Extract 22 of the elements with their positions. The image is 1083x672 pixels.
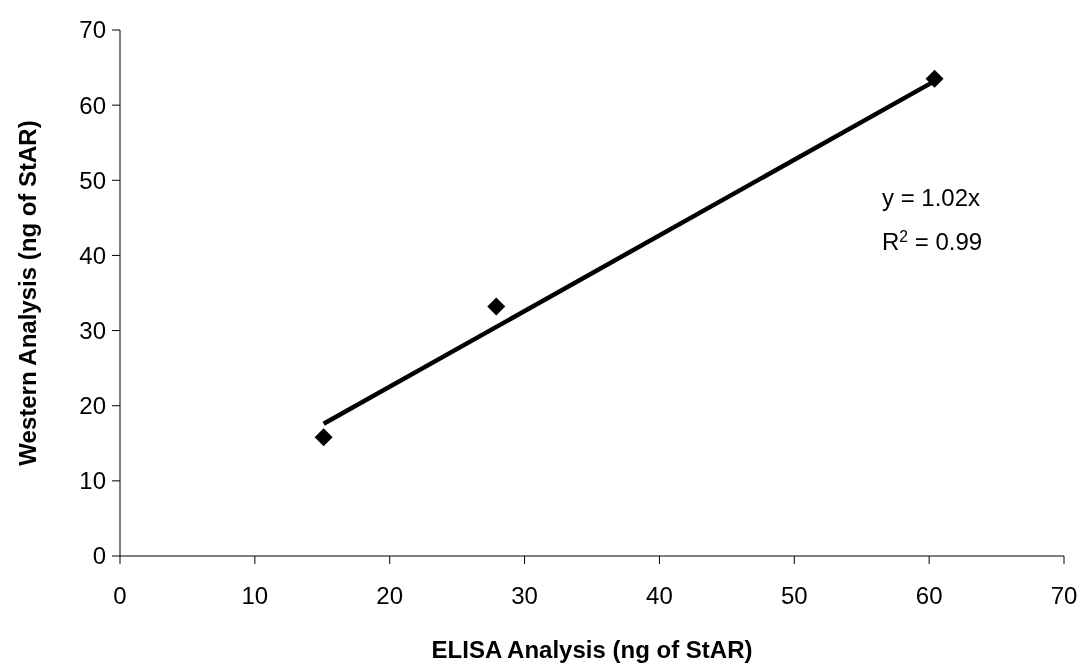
y-tick-label: 60 <box>79 91 106 119</box>
y-tick-label: 20 <box>79 392 106 420</box>
x-tick-label: 20 <box>376 582 404 609</box>
y-axis-title: Western Analysis (ng of StAR) <box>14 120 41 466</box>
point <box>314 428 333 447</box>
y-tick-label: 30 <box>79 316 106 344</box>
x-tick-label: 50 <box>780 582 808 609</box>
y-tick-label: 50 <box>79 166 106 194</box>
x-tick-label: 0 <box>113 582 127 609</box>
x-tick-label: 60 <box>915 582 943 609</box>
annotation: y = 1.02x <box>882 184 981 211</box>
y-tick-label: 10 <box>79 467 106 495</box>
point <box>487 297 506 316</box>
x-tick-label: 70 <box>1050 582 1078 609</box>
annotation: R$^{2}$ = 0.99 <box>882 227 983 255</box>
x-tick-label: 40 <box>646 582 673 609</box>
x-tick-label: 30 <box>511 582 538 609</box>
y-tick-label: 70 <box>79 16 106 44</box>
y-tick-label: 40 <box>79 241 106 269</box>
x-tick-label: 10 <box>241 582 269 609</box>
x-axis-title: ELISA Analysis (ng of StAR) <box>431 636 753 663</box>
y-tick-label: 0 <box>92 542 106 570</box>
